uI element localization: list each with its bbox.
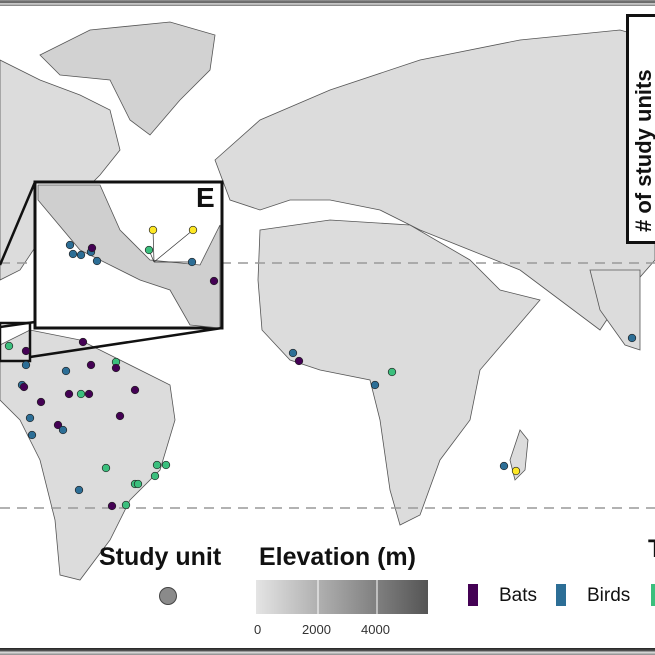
colorbar-title: # of study units — [631, 69, 655, 232]
legend-birds-label: Birds — [587, 585, 631, 606]
window-frame-top — [0, 0, 655, 6]
elevation-tick-0: 0 — [254, 622, 262, 637]
window-frame-bottom — [0, 648, 655, 655]
inset-label: E — [196, 182, 215, 213]
elevation-tick-2000: 2000 — [302, 622, 331, 637]
legend-elevation-title: Elevation (m) — [259, 543, 416, 571]
legend-taxa-title: T — [648, 535, 655, 564]
legend-bats-label: Bats — [499, 585, 538, 606]
legend-study-unit-title: Study unit — [99, 543, 222, 571]
colorbar-title-box: # of study units — [626, 14, 655, 244]
elevation-tick-4000: 4000 — [361, 622, 390, 637]
